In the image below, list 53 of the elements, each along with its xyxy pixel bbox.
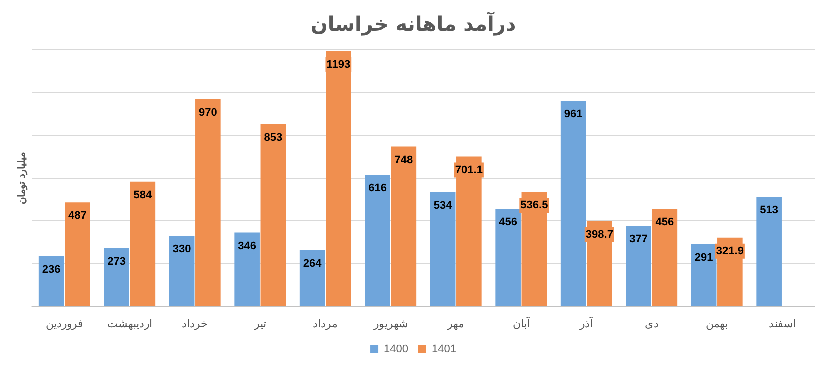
data-label: 1193 <box>326 59 351 72</box>
x-tick-label: مرداد <box>313 318 338 330</box>
x-tick-label: تیر <box>253 318 266 330</box>
data-label: 291 <box>694 252 714 264</box>
x-tick-label: دی <box>644 318 659 330</box>
data-label: 264 <box>303 258 323 270</box>
legend-label: 1400 <box>384 344 409 356</box>
x-tick-label: فروردین <box>46 318 84 330</box>
data-label: 584 <box>134 189 153 202</box>
data-label: 513 <box>760 204 779 217</box>
data-label: 534 <box>434 200 454 212</box>
bar <box>456 156 482 306</box>
bar <box>560 101 586 306</box>
data-label: 456 <box>499 216 518 229</box>
data-label: 487 <box>68 210 87 222</box>
bar <box>326 52 352 306</box>
data-label: 961 <box>564 108 583 121</box>
chart-title: درآمد ماهانه خراسان <box>310 11 516 36</box>
data-label: 536.5 <box>520 200 548 212</box>
x-tick-label: مهر <box>446 318 465 330</box>
data-label: 853 <box>264 132 283 144</box>
data-label: 398.7 <box>586 229 614 242</box>
x-tick-label: شهریور <box>372 318 408 330</box>
bar <box>260 124 286 306</box>
bar <box>626 226 652 306</box>
data-label: 330 <box>172 244 192 256</box>
data-label: 701.1 <box>455 164 483 176</box>
data-label: 970 <box>198 106 218 119</box>
data-label: 236 <box>42 264 61 276</box>
bar <box>391 146 417 306</box>
data-label: 273 <box>108 256 126 268</box>
x-tick-label: آبان <box>512 317 531 330</box>
x-tick-label: خرداد <box>182 318 208 330</box>
y-axis-title: میلیارد تومان <box>16 152 28 204</box>
x-tick-label: اردیبهشت <box>107 318 152 330</box>
data-label: 321.9 <box>716 245 744 258</box>
data-label: 456 <box>656 216 674 229</box>
bar <box>652 209 678 306</box>
bar <box>365 174 390 306</box>
x-tick-label: اسفند <box>768 318 796 330</box>
bar <box>756 197 782 306</box>
bar <box>130 182 156 306</box>
bar <box>496 209 521 306</box>
legend-label: 1401 <box>432 344 456 356</box>
bar <box>65 202 90 306</box>
bar <box>196 99 221 306</box>
data-label: 377 <box>630 234 648 246</box>
x-tick-label: آذر <box>579 317 594 330</box>
x-tick-label: بهمن <box>706 318 728 330</box>
bar <box>430 192 456 306</box>
data-label: 346 <box>238 240 257 252</box>
data-label: 748 <box>394 154 414 166</box>
data-label: 616 <box>368 182 388 195</box>
